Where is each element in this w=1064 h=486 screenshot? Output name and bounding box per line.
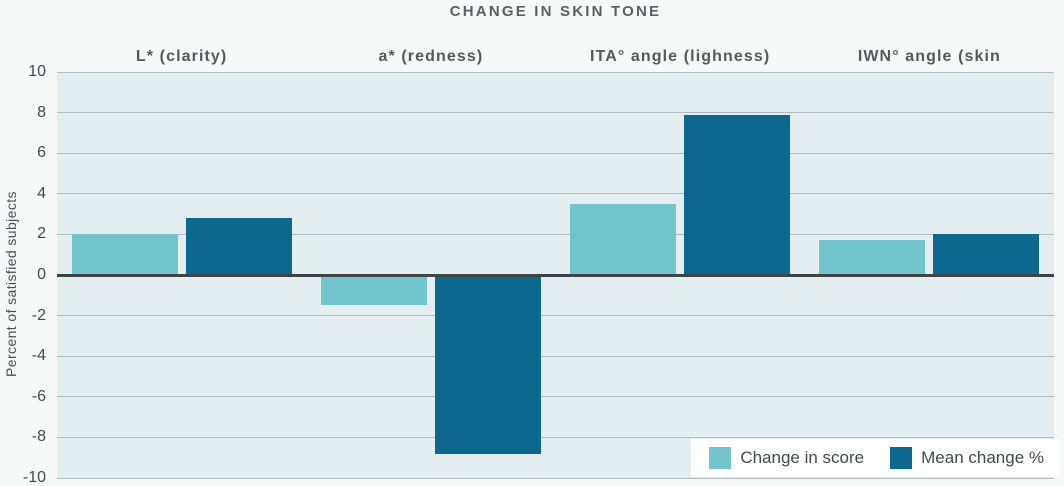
y-tick-label-10: 10 bbox=[28, 63, 46, 80]
gridline-y--8 bbox=[57, 436, 1054, 438]
category-header-3: IWN° angle (skin bbox=[857, 48, 1001, 65]
gridline-y-10 bbox=[57, 71, 1054, 73]
y-tick-label--8: -8 bbox=[31, 428, 46, 446]
category-header-2: ITA° angle (lighness) bbox=[589, 48, 771, 65]
y-tick-label-4: 4 bbox=[37, 184, 46, 202]
y-tick-label-6: 6 bbox=[37, 144, 46, 162]
legend-entry-1: Mean change % bbox=[890, 447, 1044, 469]
gridline-y--4 bbox=[57, 355, 1054, 357]
legend: Change in score Mean change % bbox=[691, 439, 1060, 477]
bar-1-1 bbox=[434, 275, 541, 454]
category-header-0: L* (clarity) bbox=[135, 48, 228, 65]
gridline-y-4 bbox=[57, 193, 1054, 195]
plot-area bbox=[57, 71, 1054, 479]
y-tick-label--6: -6 bbox=[31, 387, 46, 405]
bar-0-2 bbox=[570, 203, 677, 275]
bar-0-0 bbox=[71, 234, 178, 275]
zero-axis-line bbox=[57, 273, 1054, 277]
y-tick-label-0: 0 bbox=[37, 266, 46, 283]
gridline-y-2 bbox=[57, 233, 1054, 235]
legend-swatch-icon bbox=[709, 447, 732, 469]
legend-entry-0: Change in score bbox=[709, 447, 864, 469]
y-tick-label--2: -2 bbox=[31, 306, 46, 324]
y-tick-label--4: -4 bbox=[31, 347, 46, 365]
bar-1-2 bbox=[684, 114, 791, 275]
bar-1-3 bbox=[933, 234, 1040, 275]
bar-0-3 bbox=[819, 240, 926, 275]
y-tick-label--10: -10 bbox=[22, 469, 46, 486]
legend-label: Mean change % bbox=[921, 448, 1044, 467]
bar-1-0 bbox=[185, 218, 292, 275]
y-tick-label-2: 2 bbox=[37, 225, 46, 243]
y-tick-label-8: 8 bbox=[37, 103, 46, 121]
gridline-y-6 bbox=[57, 152, 1054, 154]
gridline-y--10 bbox=[57, 477, 1054, 479]
category-header-1: a* (redness) bbox=[378, 48, 484, 65]
gridline-y-8 bbox=[57, 112, 1054, 114]
bar-0-1 bbox=[320, 275, 427, 306]
legend-label: Change in score bbox=[740, 448, 865, 467]
gridline-y--2 bbox=[57, 315, 1054, 317]
chart-title: CHANGE IN SKIN TONE bbox=[449, 3, 662, 20]
gridline-y--6 bbox=[57, 396, 1054, 398]
legend-swatch-icon bbox=[890, 447, 913, 469]
